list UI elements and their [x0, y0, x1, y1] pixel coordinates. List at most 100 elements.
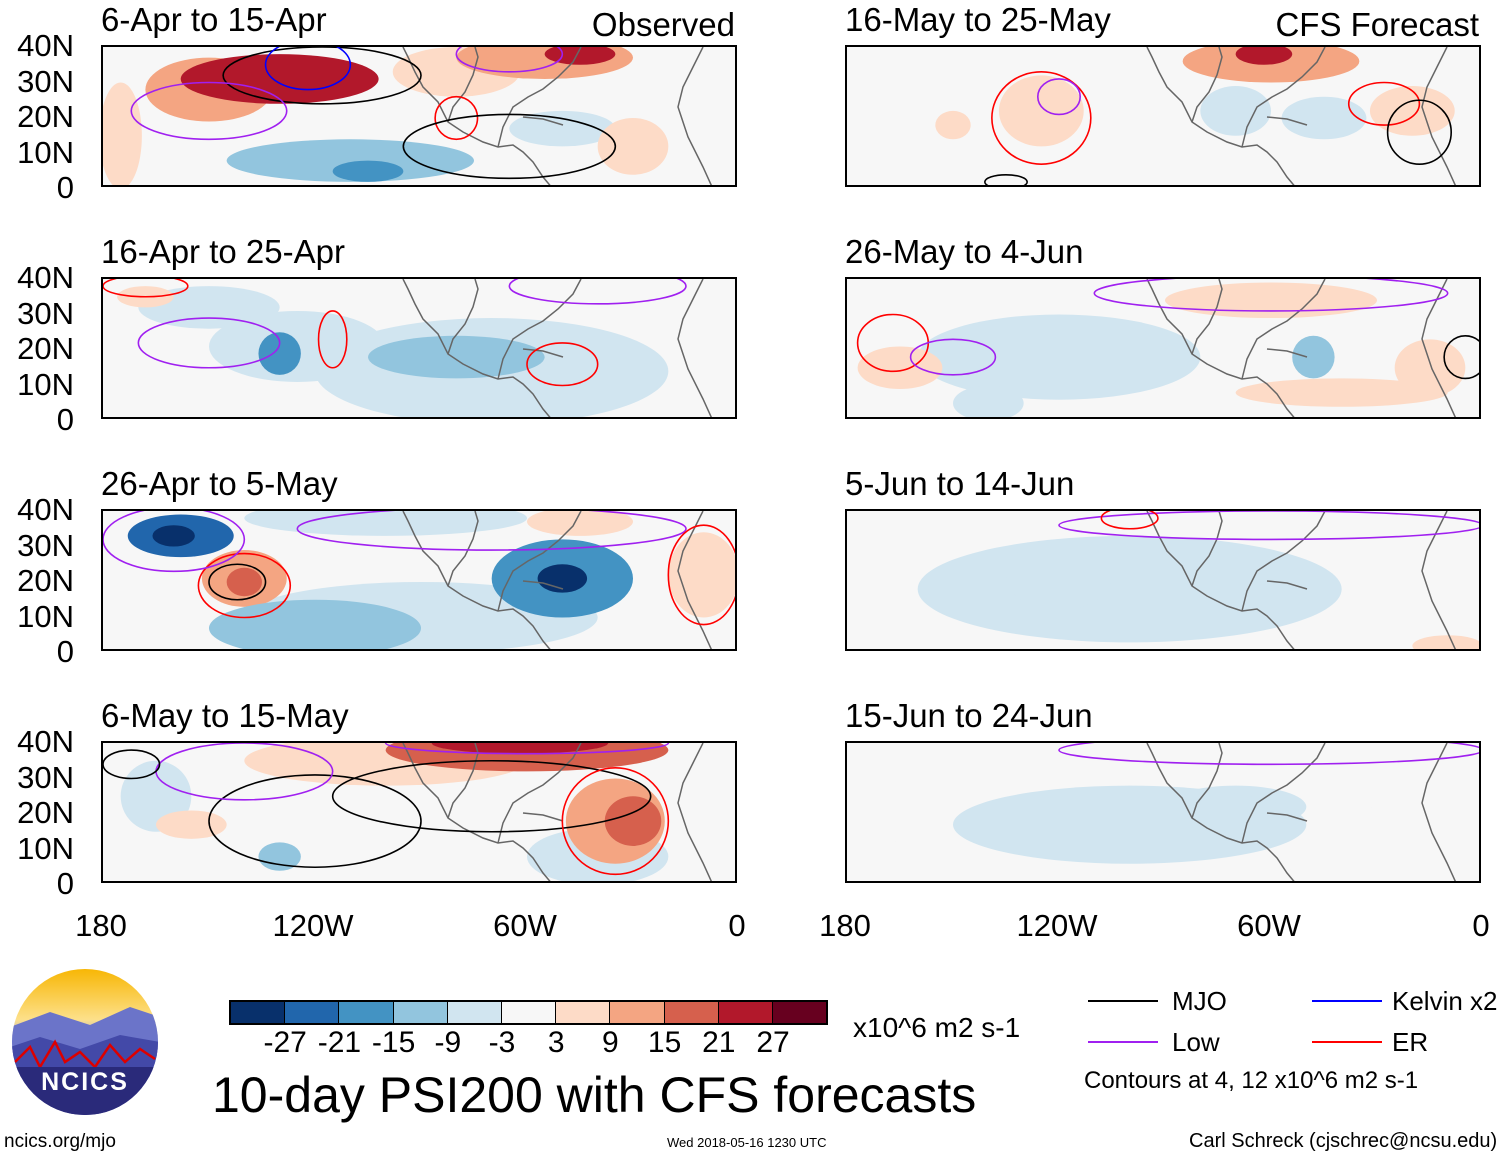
- map-panel: [845, 45, 1481, 187]
- lat-tick-label: 30N: [17, 295, 74, 331]
- map-panel: [101, 741, 737, 883]
- coastline: [402, 279, 713, 417]
- er-contour: [1347, 81, 1421, 126]
- anomaly-region: [103, 82, 142, 185]
- map-panel: [845, 741, 1481, 883]
- coastline: [1146, 279, 1457, 417]
- lat-tick-label: 20N: [17, 331, 74, 366]
- er-contour: [1100, 511, 1159, 530]
- anomaly-region: [668, 532, 735, 618]
- anomaly-region: [1165, 282, 1377, 319]
- lat-tick-label: 20N: [17, 563, 74, 598]
- low-contour: [1058, 743, 1479, 766]
- coastline: [1146, 743, 1457, 881]
- coastline: [402, 511, 713, 649]
- colorbar-swatch: [231, 1002, 286, 1023]
- panel-title: 26-May to 4-Jun: [845, 233, 1084, 270]
- mjo-contour: [1386, 99, 1453, 165]
- colorbar-swatch: [610, 1002, 665, 1023]
- er-contour: [434, 95, 479, 141]
- colorbar-tick-label: 3: [547, 1026, 565, 1059]
- lat-tick-label: 20N: [17, 795, 74, 830]
- colorbar-swatch: [285, 1002, 340, 1023]
- lat-tick-label: 10N: [17, 598, 74, 634]
- low-contour: [455, 47, 564, 73]
- colorbar-tick-label: 21: [702, 1026, 736, 1059]
- mjo-contour: [208, 563, 267, 601]
- colorbar-swatch: [393, 1002, 448, 1023]
- panel-title: 16-May to 25-May: [845, 1, 1111, 38]
- er-contour: [991, 71, 1092, 165]
- contour-note: Contours at 4, 12 x10^6 m2 s-1: [1084, 1067, 1419, 1094]
- lat-tick-label: 40N: [17, 492, 74, 527]
- colorbar-units: x10^6 m2 s-1: [853, 1012, 1021, 1043]
- panel-label: Observed: [591, 6, 735, 43]
- colorbar-swatch: [447, 1002, 502, 1023]
- legend-mjo: MJO: [1172, 986, 1227, 1016]
- low-contour: [384, 743, 670, 755]
- anomaly-region: [226, 567, 262, 597]
- coastline: [402, 47, 713, 185]
- panel-label: CFS Forecast: [1275, 6, 1479, 43]
- low-contour: [103, 511, 246, 573]
- er-contour: [103, 279, 189, 298]
- map-panel: [845, 509, 1481, 651]
- coastline: [1146, 511, 1457, 649]
- lon-tick-label: 120W: [272, 908, 354, 943]
- legend-low: Low: [1172, 1027, 1220, 1057]
- map-panel: [101, 509, 737, 651]
- panel-title: 16-Apr to 25-Apr: [101, 233, 345, 270]
- anomaly-region: [258, 842, 301, 871]
- lat-tick-label: 0: [56, 170, 74, 205]
- colorbar: [229, 1000, 829, 1025]
- mjo-contour: [208, 774, 422, 869]
- er-contour: [317, 310, 348, 369]
- er-contour: [526, 342, 599, 387]
- anomaly-region: [1200, 86, 1271, 136]
- mjo-contour: [402, 113, 617, 180]
- mjo-contour: [103, 749, 161, 780]
- mjo-contour: [984, 174, 1028, 185]
- colorbar-swatch: [718, 1002, 773, 1023]
- lat-tick-label: 40N: [17, 724, 74, 759]
- anomaly-region: [156, 810, 227, 839]
- low-line: [1088, 1041, 1158, 1043]
- er-contour: [197, 552, 292, 619]
- lon-tick-label: 180: [819, 908, 871, 943]
- mjo-contour: [1443, 335, 1479, 380]
- panel-title: 6-May to 15-May: [101, 697, 349, 734]
- low-contour: [909, 338, 997, 376]
- low-contour: [137, 317, 281, 369]
- mjo-contour: [331, 759, 652, 833]
- panel-title: 6-Apr to 15-Apr: [101, 1, 327, 38]
- colorbar-swatch: [556, 1002, 611, 1023]
- lon-tick-label: 60W: [493, 908, 557, 943]
- lat-tick-label: 0: [56, 866, 74, 901]
- lat-tick-label: 0: [56, 634, 74, 669]
- lat-tick-label: 30N: [17, 759, 74, 795]
- colorbar-tick-label: 15: [647, 1026, 682, 1059]
- er-contour: [667, 524, 735, 626]
- colorbar-swatch: [501, 1002, 557, 1023]
- anomaly-region: [509, 110, 616, 147]
- colorbar-tick-label: -27: [263, 1026, 307, 1059]
- panel-title: 26-Apr to 5-May: [101, 465, 338, 502]
- mjo-line: [1088, 1000, 1158, 1002]
- anomaly-region: [368, 335, 545, 379]
- footer-url[interactable]: ncics.org/mjo: [4, 1131, 116, 1152]
- footer-author: Carl Schreck (cjschrec@ncsu.edu): [1189, 1130, 1498, 1152]
- anomaly-region: [953, 785, 1307, 864]
- anomaly-region: [1292, 335, 1335, 379]
- panel-title: 15-Jun to 24-Jun: [845, 697, 1093, 734]
- low-contour: [1093, 279, 1449, 312]
- map-panel: [101, 277, 737, 419]
- anomaly-region: [953, 385, 1024, 417]
- kelvin-contour: [264, 47, 352, 91]
- lat-tick-label: 30N: [17, 527, 74, 563]
- anomaly-region: [244, 511, 527, 536]
- lat-tick-label: 0: [56, 402, 74, 437]
- logo-text: NCICS: [41, 1068, 129, 1096]
- mjo-contour: [222, 47, 422, 105]
- anomaly-region: [1394, 339, 1466, 397]
